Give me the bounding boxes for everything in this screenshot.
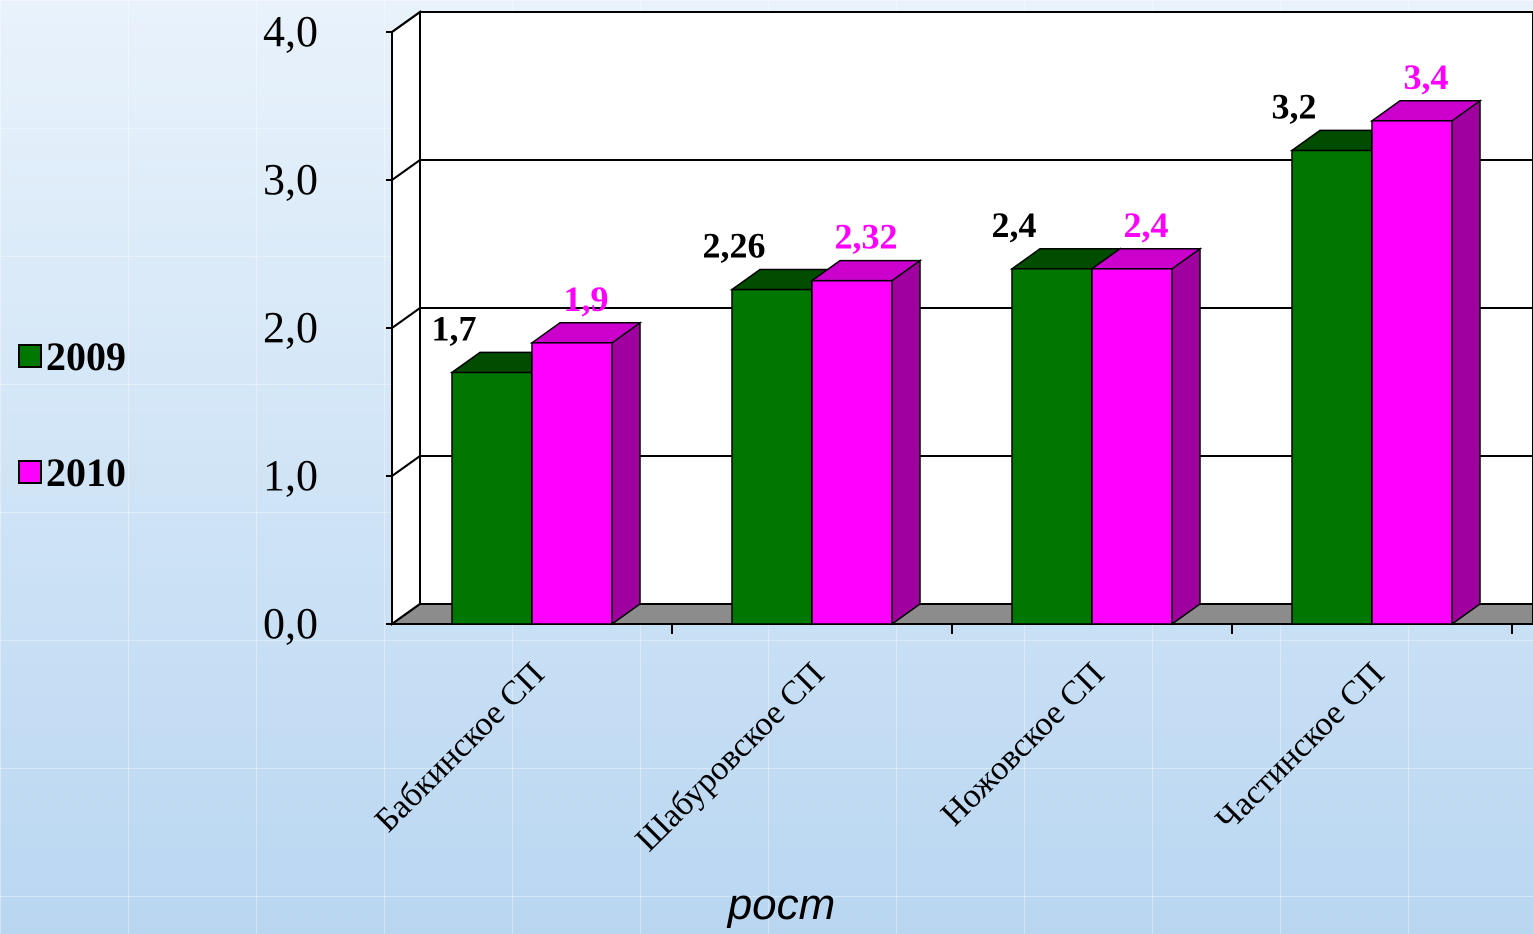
bar-2009-3 <box>1291 149 1373 625</box>
gridline-side <box>391 11 421 33</box>
data-label: 3,4 <box>1404 57 1449 97</box>
x-axis-label: рост <box>727 880 836 929</box>
bar-side-2010-3 <box>1451 99 1481 626</box>
bar-top-2010-2 <box>1089 248 1203 270</box>
legend-label-2010: 2010 <box>46 449 126 495</box>
data-label: 2,32 <box>835 217 898 257</box>
data-label: 2,4 <box>992 205 1037 245</box>
y-tick-label: 0,0 <box>263 599 318 648</box>
gridline-side <box>391 455 421 477</box>
bar-2009-2 <box>1011 268 1093 625</box>
bar-top-2010-3 <box>1369 100 1483 122</box>
bar-2009-1 <box>731 288 813 625</box>
legend-item-2009: 2009 <box>18 330 126 382</box>
x-tick-label: Шабуровское СП <box>628 655 831 858</box>
legend: 2009 2010 <box>18 330 126 562</box>
bar-top-2010-1 <box>809 259 923 282</box>
x-tick-label: Частинское СП <box>1209 655 1392 838</box>
x-tick-label: Ножовское СП <box>934 655 1112 833</box>
x-tick-label: Бабкинское СП <box>368 655 552 839</box>
data-label: 1,7 <box>432 308 477 348</box>
y-tick-label: 1,0 <box>263 451 318 500</box>
legend-swatch-2009 <box>18 344 42 368</box>
data-label: 2,26 <box>703 226 766 266</box>
legend-item-2010: 2010 <box>18 446 126 498</box>
bar-top-2010-0 <box>529 322 643 344</box>
legend-swatch-2010 <box>18 460 42 484</box>
data-label: 2,4 <box>1124 205 1169 245</box>
bar-2010-2 <box>1091 268 1173 625</box>
data-label: 3,2 <box>1272 86 1317 126</box>
gridline-side <box>391 159 421 181</box>
gridline-side <box>391 307 421 329</box>
y-tick-label: 2,0 <box>263 303 318 352</box>
bar-side-2010-0 <box>611 321 641 626</box>
data-label: 1,9 <box>564 279 609 319</box>
legend-label-2009: 2009 <box>46 333 126 379</box>
bar-2010-0 <box>531 342 613 625</box>
bar-2010-1 <box>811 279 893 625</box>
bar-side-2010-1 <box>891 259 921 626</box>
bar-2010-3 <box>1371 120 1453 625</box>
y-tick-label: 4,0 <box>263 7 318 56</box>
y-tick-label: 3,0 <box>263 155 318 204</box>
bar-side-2010-2 <box>1171 247 1201 626</box>
bar-2009-0 <box>451 371 533 625</box>
